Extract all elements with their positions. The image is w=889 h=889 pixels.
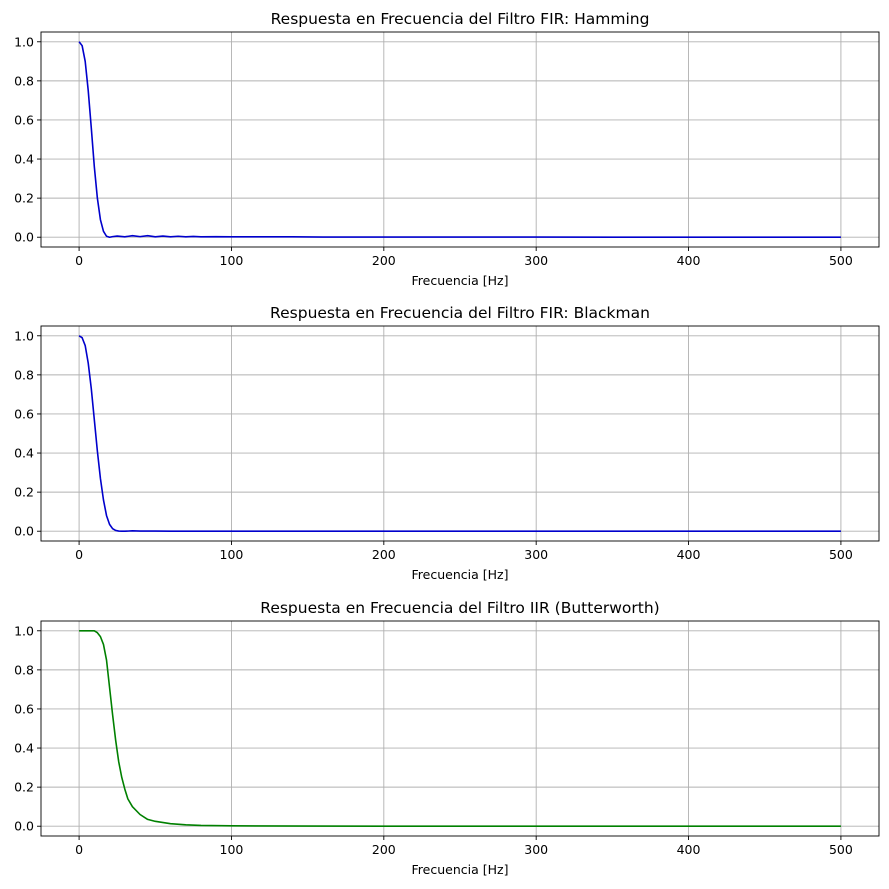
y-tick-label: 0.2 [14, 485, 34, 500]
axes-frame [40, 31, 880, 248]
y-tick-label: 0.4 [14, 446, 34, 461]
x-tick-label: 500 [829, 253, 853, 268]
x-tick-label: 300 [524, 547, 548, 562]
x-axis-label: Frecuencia [Hz] [412, 273, 509, 288]
y-tick-label: 1.0 [14, 328, 34, 343]
x-tick-label: 400 [677, 253, 701, 268]
y-tick-label: 0.6 [14, 406, 34, 421]
chart-title: Respuesta en Frecuencia del Filtro FIR: … [270, 304, 650, 322]
x-tick-label: 0 [75, 253, 83, 268]
x-tick-label: 100 [220, 253, 244, 268]
y-tick-label: 0.8 [14, 73, 34, 88]
y-tick-label: 0.8 [14, 367, 34, 382]
subplot-1: 0 100 200 300 400 500 0.0 0.2 0.4 0.6 0.8 1.0 Respue… [14, 10, 880, 288]
y-tick-label: 0.6 [14, 112, 34, 127]
y-tick-label: 0.0 [14, 819, 34, 834]
y-tick-label: 0.8 [14, 662, 34, 677]
x-tick-label: 100 [220, 842, 244, 857]
y-tick-label: 0.0 [14, 230, 34, 245]
subplot-2: 0 100 200 300 400 500 0.0 0.2 0.4 0.6 0.8 1.0 Respue… [14, 304, 880, 582]
series-line-1 [78, 335, 841, 533]
x-tick-label: 200 [372, 253, 396, 268]
y-tick-label: 0.6 [14, 701, 34, 716]
x-axis-label: Frecuencia [Hz] [412, 862, 509, 877]
x-tick-label: 300 [524, 253, 548, 268]
x-tick-label: 200 [372, 547, 396, 562]
x-tick-label: 0 [75, 842, 83, 857]
chart-title: Respuesta en Frecuencia del Filtro FIR: … [271, 10, 650, 28]
x-tick-label: 400 [677, 547, 701, 562]
y-tick-label: 0.0 [14, 524, 34, 539]
y-tick-label: 0.2 [14, 191, 34, 206]
series-line-1 [78, 41, 841, 239]
y-tick-label: 0.4 [14, 152, 34, 167]
series-line-1 [79, 629, 841, 828]
axes-frame [40, 620, 880, 837]
axes-frame [40, 325, 880, 542]
y-tick-label: 0.2 [14, 780, 34, 795]
x-tick-label: 500 [829, 842, 853, 857]
x-tick-label: 300 [524, 842, 548, 857]
x-tick-label: 100 [220, 547, 244, 562]
y-tick-label: 0.4 [14, 741, 34, 756]
x-tick-label: 200 [372, 842, 396, 857]
x-tick-label: 0 [75, 547, 83, 562]
x-tick-label: 500 [829, 547, 853, 562]
chart-title: Respuesta en Frecuencia del Filtro IIR (… [260, 599, 659, 617]
y-tick-label: 1.0 [14, 34, 34, 49]
x-axis-label: Frecuencia [Hz] [412, 567, 509, 582]
x-tick-label: 400 [677, 842, 701, 857]
y-tick-label: 1.0 [14, 623, 34, 638]
subplot-3: 0 100 200 300 400 500 0.0 0.2 0.4 0.6 0.8 1.0 Respue… [14, 599, 880, 877]
